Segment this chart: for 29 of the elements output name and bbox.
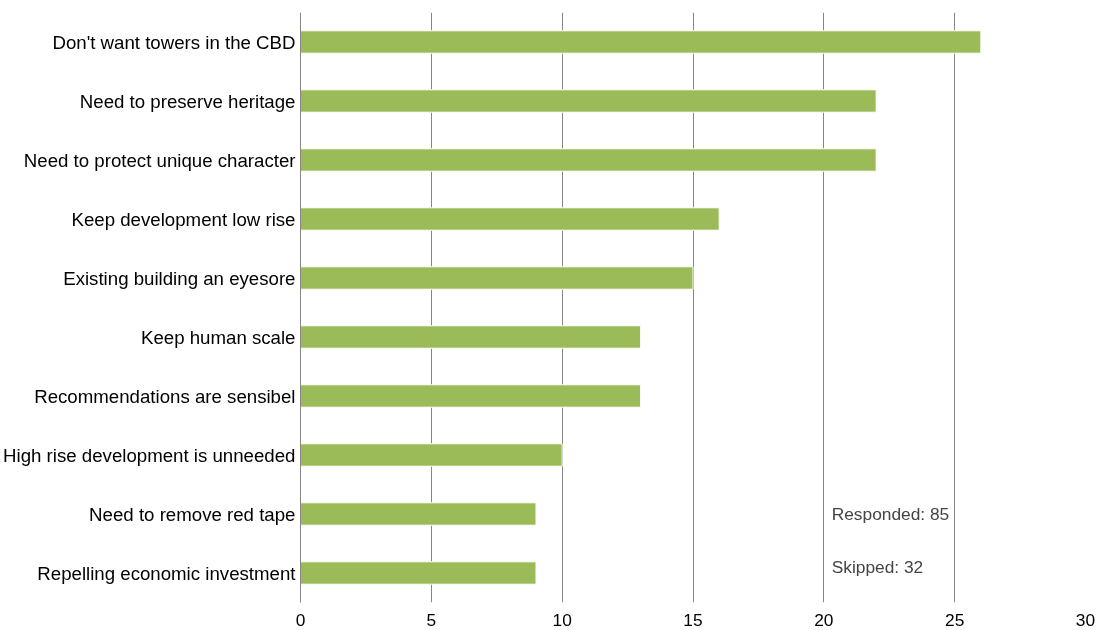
bar (300, 207, 720, 231)
y-tick-label: Need to remove red tape (89, 503, 296, 525)
bar (300, 148, 877, 172)
annotation: Responded: 85 (831, 504, 950, 524)
bar (300, 30, 982, 54)
y-tick-label: Existing building an eyesore (63, 267, 296, 289)
bar (300, 384, 642, 408)
y-tick-label: Repelling economic investment (37, 562, 297, 584)
bar (300, 266, 694, 290)
bar (300, 502, 537, 526)
y-tick-label: Need to protect unique character (23, 149, 296, 171)
bar (300, 561, 537, 585)
y-tick-label: Don't want towers in the CBD (52, 31, 296, 53)
x-tick-label: 30 (1075, 609, 1096, 630)
bar (300, 325, 642, 349)
x-tick-label: 10 (552, 609, 572, 630)
annotation: Skipped: 32 (831, 557, 924, 578)
x-tick-label: 5 (426, 609, 437, 630)
y-tick-label: Recommendations are sensibel (34, 385, 296, 407)
bar (300, 443, 563, 467)
y-tick-label: Keep development low rise (71, 208, 296, 230)
x-tick-label: 25 (945, 609, 965, 630)
y-tick-label: Need to preserve heritage (79, 90, 296, 112)
bar (300, 89, 877, 113)
x-tick-label: 0 (295, 609, 306, 630)
y-tick-label: High rise development is unneeded (3, 444, 296, 466)
x-tick-label: 20 (814, 609, 834, 630)
x-tick-label: 15 (683, 609, 703, 630)
y-tick-label: Keep human scale (140, 326, 296, 348)
